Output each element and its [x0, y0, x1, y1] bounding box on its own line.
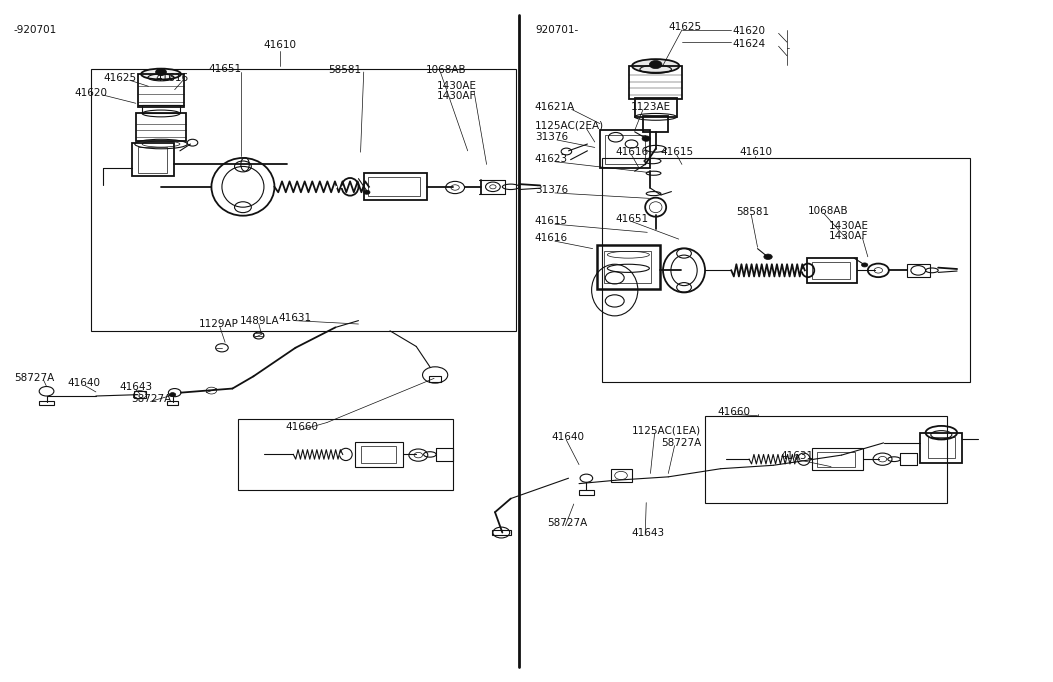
Circle shape	[861, 263, 868, 267]
Bar	[360, 445, 396, 463]
Wedge shape	[794, 459, 803, 460]
Bar	[138, 74, 184, 106]
Text: 41616: 41616	[616, 147, 649, 157]
Circle shape	[642, 136, 651, 141]
Bar	[429, 376, 441, 382]
Text: 41643: 41643	[119, 382, 152, 392]
Bar	[812, 261, 850, 279]
Bar	[920, 432, 962, 463]
Bar	[255, 333, 263, 336]
Bar	[600, 130, 651, 168]
Bar	[706, 416, 947, 503]
Text: 41621A: 41621A	[535, 102, 575, 112]
Bar	[367, 177, 420, 196]
Text: 41660: 41660	[718, 406, 751, 417]
Text: 41651: 41651	[616, 213, 649, 224]
Bar	[635, 98, 677, 117]
Text: 41640: 41640	[552, 432, 584, 443]
Text: 58581: 58581	[329, 65, 361, 75]
Bar	[579, 490, 594, 494]
Text: 1129AP: 1129AP	[199, 319, 239, 329]
Text: 920701-: 920701-	[535, 25, 578, 35]
Text: 41625: 41625	[669, 23, 701, 32]
Text: 41610: 41610	[263, 40, 296, 50]
Text: 1489LA: 1489LA	[240, 316, 279, 325]
Circle shape	[763, 254, 772, 259]
Bar	[138, 147, 167, 173]
Text: 41640: 41640	[67, 378, 100, 388]
Text: 41631: 41631	[780, 451, 814, 462]
Bar	[355, 442, 402, 466]
Bar	[91, 70, 516, 331]
Text: 41615: 41615	[535, 216, 568, 226]
Text: 41623: 41623	[535, 154, 568, 164]
Ellipse shape	[141, 69, 181, 80]
Text: 41631: 41631	[279, 313, 312, 323]
Circle shape	[170, 393, 176, 397]
Text: 1125AC(2EA): 1125AC(2EA)	[535, 121, 604, 131]
Text: 41620: 41620	[732, 26, 766, 35]
Bar	[136, 113, 186, 140]
Bar	[604, 251, 652, 283]
Bar	[597, 245, 660, 288]
Text: 1068AB: 1068AB	[425, 65, 466, 75]
Bar	[363, 173, 426, 201]
Bar	[817, 451, 855, 466]
Text: -920701: -920701	[14, 25, 57, 35]
Bar	[238, 419, 453, 490]
Bar	[630, 66, 682, 98]
Bar	[807, 258, 857, 282]
Circle shape	[156, 69, 166, 76]
Bar	[611, 469, 632, 481]
Text: 41625: 41625	[103, 73, 137, 83]
Text: 1430AF: 1430AF	[829, 231, 869, 241]
Bar	[134, 391, 146, 398]
Bar	[602, 158, 970, 382]
Text: 31376: 31376	[535, 186, 568, 195]
Text: 41624: 41624	[732, 38, 766, 48]
Text: 1068AB: 1068AB	[808, 205, 849, 216]
Text: 58727A: 58727A	[548, 518, 588, 528]
Wedge shape	[336, 454, 345, 455]
Bar	[605, 134, 645, 164]
Text: 58727A: 58727A	[132, 394, 172, 404]
Text: 58581: 58581	[736, 207, 770, 217]
Ellipse shape	[632, 59, 679, 73]
Text: 1430AE: 1430AE	[437, 80, 477, 91]
Wedge shape	[336, 186, 350, 188]
Bar	[492, 530, 511, 535]
Bar	[167, 401, 178, 405]
Text: 41620: 41620	[75, 88, 107, 98]
Bar	[907, 263, 930, 277]
Text: 41616: 41616	[535, 233, 568, 243]
Text: 41615: 41615	[661, 147, 694, 157]
Text: 58727A: 58727A	[14, 372, 55, 383]
Text: 58727A: 58727A	[661, 438, 701, 448]
Text: 41643: 41643	[632, 528, 664, 537]
Circle shape	[650, 61, 662, 69]
Text: 41651: 41651	[208, 64, 241, 74]
Circle shape	[363, 190, 370, 194]
Circle shape	[206, 387, 217, 394]
Bar	[812, 448, 862, 470]
Bar	[928, 437, 955, 458]
Text: 1430AF: 1430AF	[437, 91, 477, 101]
Text: 31376: 31376	[535, 132, 568, 143]
Bar	[132, 143, 174, 176]
Text: 1430AE: 1430AE	[829, 220, 869, 231]
Bar	[39, 401, 54, 405]
Bar	[142, 105, 180, 113]
Text: 1125AC(1EA): 1125AC(1EA)	[632, 426, 700, 436]
Bar	[643, 116, 669, 132]
Text: 1123AE: 1123AE	[631, 102, 671, 112]
Text: 41610: 41610	[739, 147, 772, 157]
Text: 41660: 41660	[285, 422, 318, 432]
Text: 41616: 41616	[156, 73, 188, 83]
Wedge shape	[798, 270, 808, 271]
